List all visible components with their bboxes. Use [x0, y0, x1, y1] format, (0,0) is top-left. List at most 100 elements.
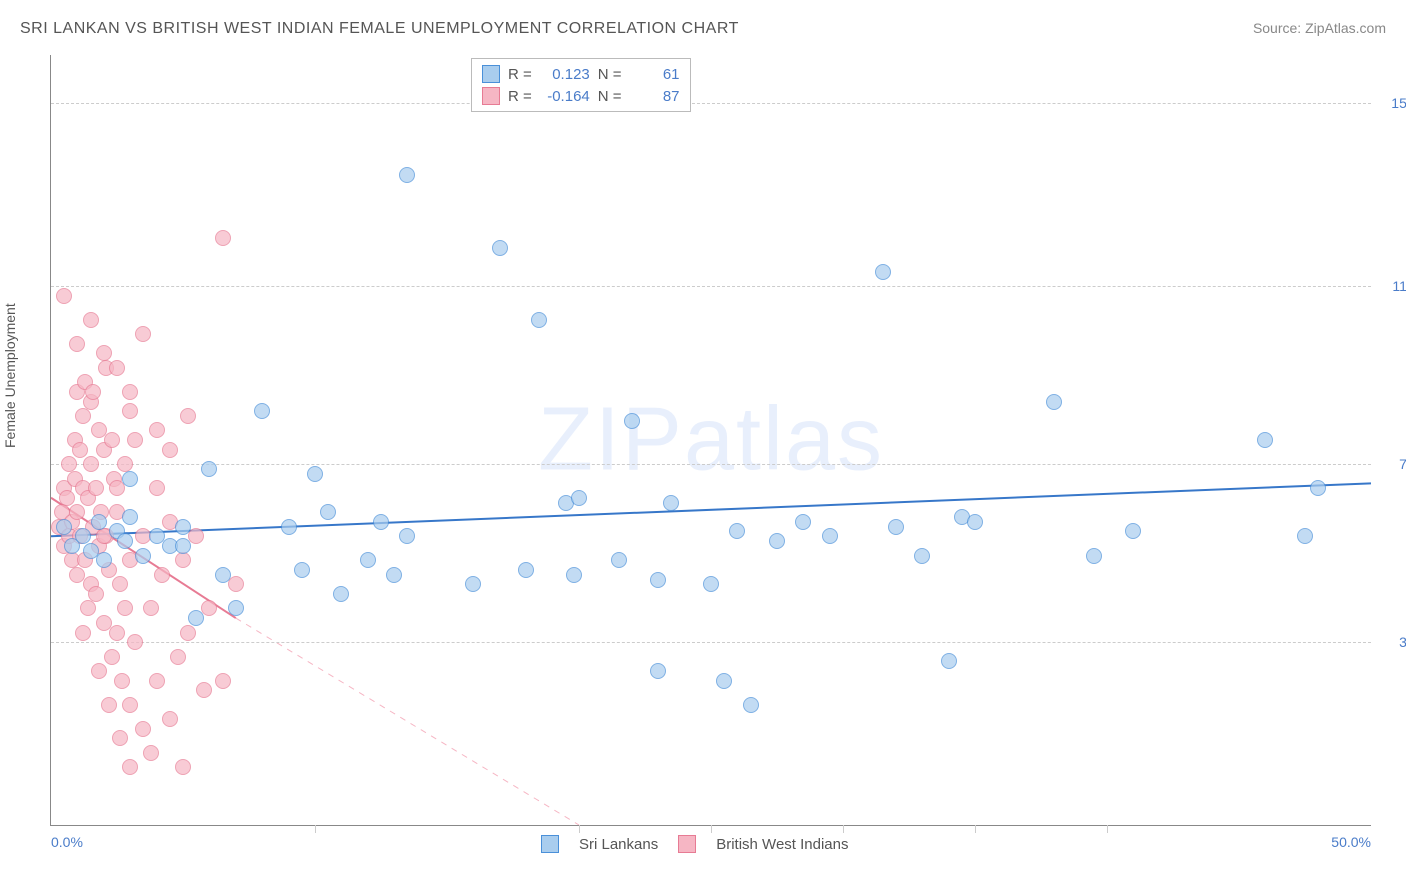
- r-value-pink: -0.164: [540, 88, 590, 105]
- scatter-point-blue: [399, 167, 415, 183]
- scatter-point-blue: [175, 519, 191, 535]
- scatter-point-pink: [109, 625, 125, 641]
- watermark: ZIPatlas: [538, 389, 884, 492]
- scatter-point-blue: [175, 538, 191, 554]
- scatter-point-blue: [518, 562, 534, 578]
- scatter-point-blue: [663, 495, 679, 511]
- legend-label-pink: British West Indians: [716, 836, 848, 853]
- plot-area: ZIPatlas R = 0.123 N = 61 R = -0.164 N =…: [50, 55, 1371, 826]
- scatter-point-pink: [112, 730, 128, 746]
- scatter-point-blue: [703, 576, 719, 592]
- trend-lines: [51, 55, 1371, 825]
- scatter-point-pink: [180, 625, 196, 641]
- scatter-point-blue: [914, 548, 930, 564]
- scatter-point-pink: [143, 600, 159, 616]
- scatter-point-blue: [571, 490, 587, 506]
- x-tick-label: 50.0%: [1331, 834, 1371, 850]
- scatter-point-blue: [307, 466, 323, 482]
- scatter-point-pink: [96, 345, 112, 361]
- y-tick-label: 7.5%: [1376, 456, 1406, 472]
- swatch-blue: [482, 65, 500, 83]
- scatter-point-pink: [88, 480, 104, 496]
- scatter-point-blue: [465, 576, 481, 592]
- scatter-point-pink: [80, 600, 96, 616]
- scatter-point-blue: [650, 572, 666, 588]
- scatter-point-pink: [91, 663, 107, 679]
- scatter-point-pink: [104, 649, 120, 665]
- y-tick-label: 15.0%: [1376, 95, 1406, 111]
- scatter-point-blue: [624, 413, 640, 429]
- scatter-point-pink: [149, 673, 165, 689]
- scatter-point-pink: [175, 759, 191, 775]
- scatter-point-blue: [135, 548, 151, 564]
- watermark-atlas: atlas: [684, 390, 884, 490]
- scatter-point-blue: [492, 240, 508, 256]
- scatter-point-pink: [143, 745, 159, 761]
- scatter-point-pink: [170, 649, 186, 665]
- scatter-point-pink: [122, 384, 138, 400]
- scatter-point-blue: [201, 461, 217, 477]
- scatter-point-pink: [122, 403, 138, 419]
- stats-row-pink: R = -0.164 N = 87: [482, 85, 680, 107]
- scatter-point-blue: [729, 523, 745, 539]
- watermark-zip: ZIP: [538, 390, 684, 490]
- scatter-point-blue: [1297, 528, 1313, 544]
- gridline: [51, 103, 1371, 104]
- scatter-point-blue: [795, 514, 811, 530]
- x-tick: [975, 825, 976, 833]
- scatter-point-blue: [294, 562, 310, 578]
- scatter-point-blue: [373, 514, 389, 530]
- swatch-pink: [482, 87, 500, 105]
- scatter-point-blue: [967, 514, 983, 530]
- scatter-point-pink: [109, 360, 125, 376]
- scatter-point-blue: [360, 552, 376, 568]
- scatter-point-pink: [215, 230, 231, 246]
- scatter-point-blue: [254, 403, 270, 419]
- scatter-point-blue: [650, 663, 666, 679]
- scatter-point-pink: [228, 576, 244, 592]
- scatter-point-pink: [83, 456, 99, 472]
- scatter-point-pink: [75, 408, 91, 424]
- scatter-point-blue: [941, 653, 957, 669]
- scatter-point-blue: [1310, 480, 1326, 496]
- scatter-point-blue: [743, 697, 759, 713]
- scatter-point-blue: [822, 528, 838, 544]
- r-label: R =: [508, 88, 532, 105]
- x-tick: [843, 825, 844, 833]
- scatter-point-pink: [162, 442, 178, 458]
- scatter-point-blue: [716, 673, 732, 689]
- scatter-point-blue: [1086, 548, 1102, 564]
- scatter-point-blue: [611, 552, 627, 568]
- scatter-point-pink: [127, 634, 143, 650]
- y-axis-label: Female Unemployment: [2, 303, 18, 448]
- scatter-point-pink: [88, 586, 104, 602]
- scatter-point-pink: [122, 759, 138, 775]
- scatter-point-pink: [83, 312, 99, 328]
- scatter-point-pink: [69, 504, 85, 520]
- scatter-point-blue: [399, 528, 415, 544]
- swatch-blue-icon: [541, 835, 559, 853]
- n-label: N =: [598, 66, 622, 83]
- scatter-point-pink: [149, 422, 165, 438]
- scatter-point-pink: [85, 384, 101, 400]
- scatter-point-pink: [75, 625, 91, 641]
- scatter-point-blue: [1046, 394, 1062, 410]
- scatter-point-pink: [101, 697, 117, 713]
- x-tick-label: 0.0%: [51, 834, 83, 850]
- bottom-legend: Sri Lankans British West Indians: [541, 835, 849, 853]
- scatter-point-blue: [215, 567, 231, 583]
- scatter-point-blue: [566, 567, 582, 583]
- scatter-point-pink: [117, 600, 133, 616]
- scatter-point-blue: [875, 264, 891, 280]
- scatter-point-blue: [91, 514, 107, 530]
- scatter-point-pink: [135, 721, 151, 737]
- stats-row-blue: R = 0.123 N = 61: [482, 63, 680, 85]
- scatter-point-pink: [122, 697, 138, 713]
- r-value-blue: 0.123: [540, 66, 590, 83]
- legend-label-blue: Sri Lankans: [579, 836, 658, 853]
- y-tick-label: 11.2%: [1376, 278, 1406, 294]
- y-tick-label: 3.8%: [1376, 634, 1406, 650]
- scatter-point-pink: [56, 288, 72, 304]
- n-value-pink: 87: [630, 88, 680, 105]
- scatter-point-blue: [1125, 523, 1141, 539]
